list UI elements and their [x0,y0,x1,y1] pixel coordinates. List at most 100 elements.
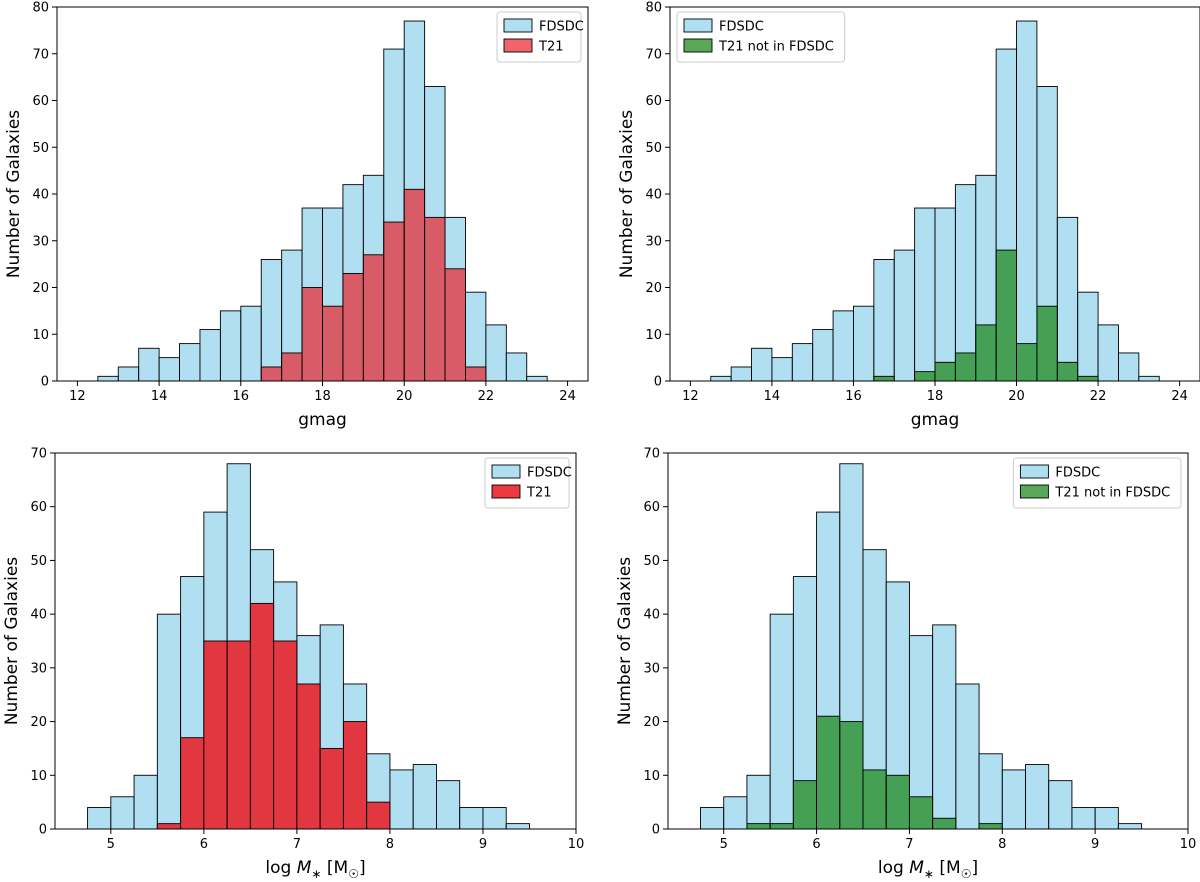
histogram-bar [412,764,437,830]
histogram-bar [1016,343,1038,382]
y-tick-label: 70 [643,447,660,462]
legend-box [1012,457,1182,509]
histogram-bar [932,624,957,830]
histogram-bar [862,769,887,830]
histogram-bar [133,774,158,830]
x-tick-label: 7 [905,837,913,852]
series-0-bars [700,463,1143,830]
y-tick-label: 10 [30,769,47,784]
x-tick-label: 16 [233,389,250,404]
histogram-bar [1094,807,1119,830]
legend-label: T21 [538,40,563,55]
histogram-bar [723,796,748,830]
legend-swatch [1019,484,1049,499]
histogram-bar [435,780,461,830]
y-tick-label: 0 [652,823,660,838]
y-tick-label: 0 [39,823,47,838]
y-tick-label: 30 [643,661,660,676]
histogram-bar [746,823,771,830]
x-tick-label: 22 [478,389,495,404]
histogram-bar [138,347,160,382]
histogram-bar [342,273,364,382]
y-tick-label: 70 [645,47,662,62]
histogram-bar [389,769,414,830]
legend-label: T21 not in FDSDC [718,40,834,55]
legend-swatch [491,464,521,479]
legend-label: FDSDC [719,20,764,35]
histogram-bar [87,807,112,830]
histogram-bar [260,366,283,382]
histogram-bar [383,221,405,382]
legend-swatch [683,18,713,33]
histogram-bar [751,347,773,382]
histogram-bar [710,375,732,382]
histogram-bar [505,352,528,382]
x-tick-label: 8 [998,837,1006,852]
legend: FDSDC T21 [484,457,572,509]
x-tick-label: 24 [559,389,576,404]
y-tick-label: 40 [30,608,47,623]
legend-swatch [503,38,533,53]
histogram-bar [792,780,818,830]
histogram-bar [97,375,119,382]
histogram-bar [832,310,854,382]
axes-frame [667,452,1189,830]
y-tick-label: 30 [32,234,49,249]
x-tick-label: 10 [1180,837,1197,852]
histogram-bar [156,613,182,830]
x-tick-label: 14 [151,389,168,404]
histogram-bar [1036,305,1058,382]
y-tick-label: 80 [645,1,662,16]
x-tick-label: 10 [568,837,585,852]
histogram-bar [526,375,548,382]
legend-swatch [503,18,533,33]
histogram-bar [199,329,221,382]
histogram-bar [873,259,895,382]
histogram-bar [226,640,251,830]
y-tick-label: 60 [645,94,662,109]
histogram-bar [342,721,368,830]
series-1-bars [260,188,487,382]
y-tick-label: 60 [643,500,660,515]
y-tick-label: 20 [645,281,662,296]
histogram-bar [366,801,391,830]
chart-panel-top-right: 12 14 16 18 20 22 24 0 10 20 30 40 50 60 70 80 gmag Numbe… [617,1,1200,430]
chart-panel-bottom-right: 5 6 7 8 9 10 0 10 20 30 40 50 60 70 log M∗ [M☉] Number … [615,447,1196,882]
x-tick-label: 9 [479,837,487,852]
histogram-bar [424,216,446,382]
histogram-bar [403,188,426,382]
y-tick-label: 40 [645,188,662,203]
histogram-bar [1077,291,1099,382]
histogram-bar [730,366,752,382]
x-tick-label: 9 [1091,837,1099,852]
y-tick-label: 50 [643,554,660,569]
histogram-bar [1025,764,1050,830]
histogram-bar [1077,375,1099,382]
x-tick-label: 18 [927,389,944,404]
axes-frame [54,452,577,830]
legend-swatch [491,484,521,499]
histogram-bar [700,807,725,830]
legend-swatch [1019,464,1049,479]
y-tick-label: 50 [30,554,47,569]
histogram-bar [873,375,895,382]
y-tick-label: 10 [643,769,660,784]
y-axis-label: Number of Galaxies [4,110,24,278]
histogram-bar [975,324,997,382]
histogram-bar [914,207,936,382]
histogram-bar [249,602,275,830]
legend-label: FDSDC [1055,466,1100,481]
y-axis-label: Number of Galaxies [617,110,637,278]
y-tick-label: 70 [30,447,47,462]
histogram-bar [853,305,875,382]
y-tick-label: 0 [654,375,662,390]
histogram-bar [465,366,487,382]
chart-panel-top-left: 12 14 16 18 20 22 24 0 10 20 30 40 50 60 70 80 gmag Numbe… [4,1,589,430]
legend-box [676,11,846,63]
histogram-bar [1056,216,1079,382]
histogram-bar [273,640,298,830]
histogram-bar [816,715,841,830]
legend: FDSDC T21 not in FDSDC [1012,457,1182,509]
y-tick-label: 60 [32,94,49,109]
histogram-bar [914,371,936,382]
